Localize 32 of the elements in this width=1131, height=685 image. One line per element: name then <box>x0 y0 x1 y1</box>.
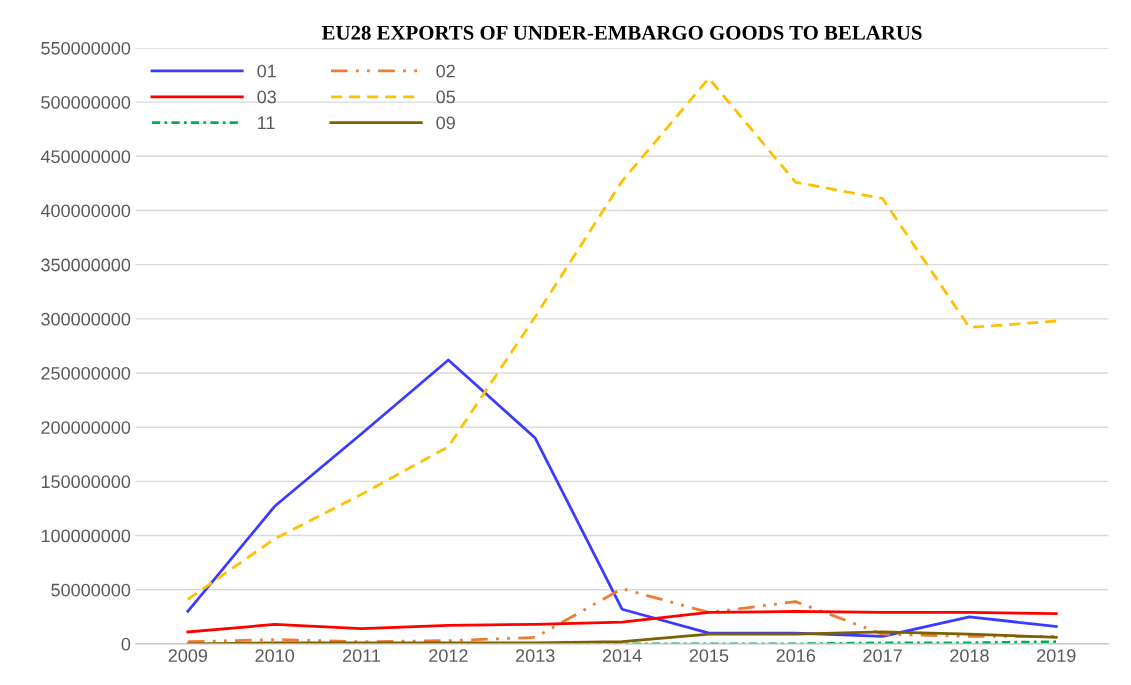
y-tick-label: 0 <box>121 637 131 651</box>
x-tick-label: 2012 <box>429 649 468 663</box>
line-series <box>186 630 1058 644</box>
x-tick-label: 2017 <box>863 649 902 663</box>
y-tick-label: 350000000 <box>41 258 131 272</box>
legend-label: 09 <box>436 116 455 130</box>
line-series <box>186 610 1058 634</box>
legend-label: 01 <box>257 64 276 78</box>
legend-label: 11 <box>258 116 275 129</box>
x-tick-label: 2011 <box>343 649 381 663</box>
y-tick-label: 550000000 <box>41 41 131 55</box>
x-tick-label: 2010 <box>255 649 295 663</box>
y-tick-label: 150000000 <box>41 475 131 489</box>
y-tick-label: 200000000 <box>41 421 131 434</box>
legend-label: 02 <box>436 64 455 78</box>
y-tick-label: 400000000 <box>40 204 131 218</box>
x-tick-label: 2014 <box>602 649 642 663</box>
chart-title: EU28 EXPORTS OF UNDER-EMBARGO GOODS TO BELARUS <box>321 25 922 40</box>
x-tick-label: 2009 <box>168 649 208 663</box>
legend-label: 05 <box>436 90 455 104</box>
y-tick-label: 300000000 <box>41 312 131 326</box>
x-tick-label: 2019 <box>1037 649 1076 663</box>
y-tick-label: 450000000 <box>40 150 131 164</box>
x-tick-label: 2013 <box>516 649 555 663</box>
legend-label: 03 <box>257 90 276 104</box>
y-tick-label: 250000000 <box>41 366 131 380</box>
y-tick-label: 100000000 <box>41 529 131 543</box>
x-tick-label: 2018 <box>950 649 989 663</box>
y-tick-label: 500000000 <box>41 96 131 109</box>
x-tick-label: 2016 <box>776 649 816 663</box>
y-tick-label: 50000000 <box>51 583 131 597</box>
x-tick-label: 2015 <box>689 649 729 663</box>
